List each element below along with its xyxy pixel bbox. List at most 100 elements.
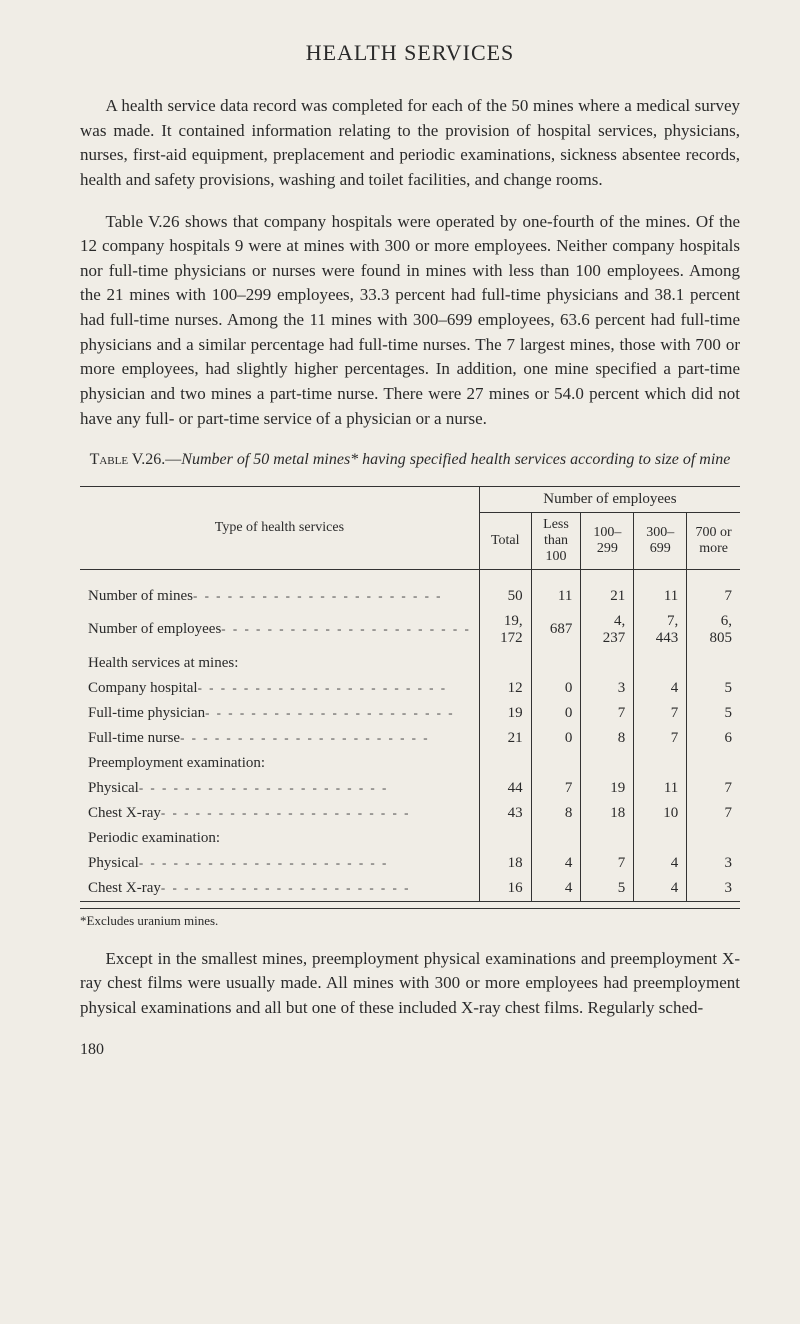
row-label: Periodic examination: [80, 826, 479, 851]
row-label: Preemployment examination: [80, 751, 479, 776]
table-cell: 0 [531, 676, 581, 701]
row-label: Company hospital [80, 676, 479, 701]
row-label: Physical [80, 776, 479, 801]
row-label: Physical [80, 851, 479, 876]
col-300-699: 300–699 [634, 512, 687, 569]
table-cell: 4, 237 [581, 609, 634, 651]
table-cell: 11 [634, 584, 687, 609]
row-label: Number of mines [80, 584, 479, 609]
table-cell: 6, 805 [687, 609, 740, 651]
table-cell [479, 651, 531, 676]
table-row: Periodic examination: [80, 826, 740, 851]
table-cell: 7 [581, 851, 634, 876]
col-lt100: Less than 100 [531, 512, 581, 569]
table-cell: 19, 172 [479, 609, 531, 651]
table-cell: 7 [634, 726, 687, 751]
table-row: Number of employees19, 1726874, 2377, 44… [80, 609, 740, 651]
table-cell: 4 [531, 876, 581, 902]
table-cell: 7 [687, 801, 740, 826]
table-caption: Table V.26.—Number of 50 metal mines* ha… [80, 449, 740, 471]
table-cell: 4 [634, 876, 687, 902]
table-cell: 5 [581, 876, 634, 902]
table-cell: 43 [479, 801, 531, 826]
table-cell [581, 751, 634, 776]
table-caption-text: Number of 50 metal mines* having specifi… [181, 451, 730, 468]
table-cell: 7 [687, 584, 740, 609]
col-total: Total [479, 512, 531, 569]
table-caption-label: Table V.26.— [90, 451, 182, 468]
document-page: HEALTH SERVICES A health service data re… [0, 0, 800, 1089]
table-cell: 3 [687, 851, 740, 876]
table-cell: 50 [479, 584, 531, 609]
table-cell [531, 651, 581, 676]
table-cell: 5 [687, 701, 740, 726]
table-cell: 12 [479, 676, 531, 701]
table-cell [634, 826, 687, 851]
table-cell: 0 [531, 701, 581, 726]
table-cell: 11 [634, 776, 687, 801]
table-row: Full-time physician190775 [80, 701, 740, 726]
table-cell: 6 [687, 726, 740, 751]
paragraph-2: Table V.26 shows that company hospitals … [80, 210, 740, 432]
table-cell: 3 [581, 676, 634, 701]
table-cell [581, 651, 634, 676]
table-row: Physical44719117 [80, 776, 740, 801]
table-cell: 16 [479, 876, 531, 902]
table-cell: 4 [634, 851, 687, 876]
table-cell: 11 [531, 584, 581, 609]
table-row: Number of mines501121117 [80, 584, 740, 609]
table-cell: 21 [479, 726, 531, 751]
table-cell: 3 [687, 876, 740, 902]
table-cell [687, 826, 740, 851]
page-title: HEALTH SERVICES [80, 40, 740, 66]
table-cell: 4 [634, 676, 687, 701]
table-cell [581, 826, 634, 851]
col-100-299: 100–299 [581, 512, 634, 569]
table-cell [479, 826, 531, 851]
table-cell [687, 651, 740, 676]
row-label: Chest X-ray [80, 876, 479, 902]
row-label: Health services at mines: [80, 651, 479, 676]
table-row: Chest X-ray164543 [80, 876, 740, 902]
table-cell: 19 [581, 776, 634, 801]
table-row: Preemployment examination: [80, 751, 740, 776]
table-cell: 44 [479, 776, 531, 801]
table-cell [687, 751, 740, 776]
table-cell: 18 [479, 851, 531, 876]
table-row: Full-time nurse210876 [80, 726, 740, 751]
table-cell: 7 [634, 701, 687, 726]
table-cell: 7, 443 [634, 609, 687, 651]
table-cell: 10 [634, 801, 687, 826]
column-super-header: Number of employees [479, 486, 740, 512]
table-row: Physical184743 [80, 851, 740, 876]
paragraph-3: Except in the smallest mines, preemploym… [80, 947, 740, 1021]
table-cell: 7 [531, 776, 581, 801]
col-700plus: 700 or more [687, 512, 740, 569]
table-cell: 0 [531, 726, 581, 751]
table-row: Company hospital120345 [80, 676, 740, 701]
table-cell: 4 [531, 851, 581, 876]
table-cell: 8 [581, 726, 634, 751]
stub-header: Type of health services [80, 486, 479, 569]
health-services-table: Type of health services Number of employ… [80, 486, 740, 902]
row-label: Number of employees [80, 609, 479, 651]
table-cell [479, 751, 531, 776]
table-cell: 19 [479, 701, 531, 726]
table-cell: 18 [581, 801, 634, 826]
row-label: Full-time physician [80, 701, 479, 726]
table-cell [634, 751, 687, 776]
paragraph-1: A health service data record was complet… [80, 94, 740, 193]
table-cell [531, 826, 581, 851]
table-cell [531, 751, 581, 776]
table-cell: 687 [531, 609, 581, 651]
row-label: Full-time nurse [80, 726, 479, 751]
table-row: Chest X-ray43818107 [80, 801, 740, 826]
table-cell: 7 [581, 701, 634, 726]
table-body: Number of mines501121117Number of employ… [80, 569, 740, 901]
table-cell: 5 [687, 676, 740, 701]
row-label: Chest X-ray [80, 801, 479, 826]
table-cell: 7 [687, 776, 740, 801]
table-cell: 8 [531, 801, 581, 826]
table-cell [634, 651, 687, 676]
table-footnote: *Excludes uranium mines. [80, 913, 740, 929]
